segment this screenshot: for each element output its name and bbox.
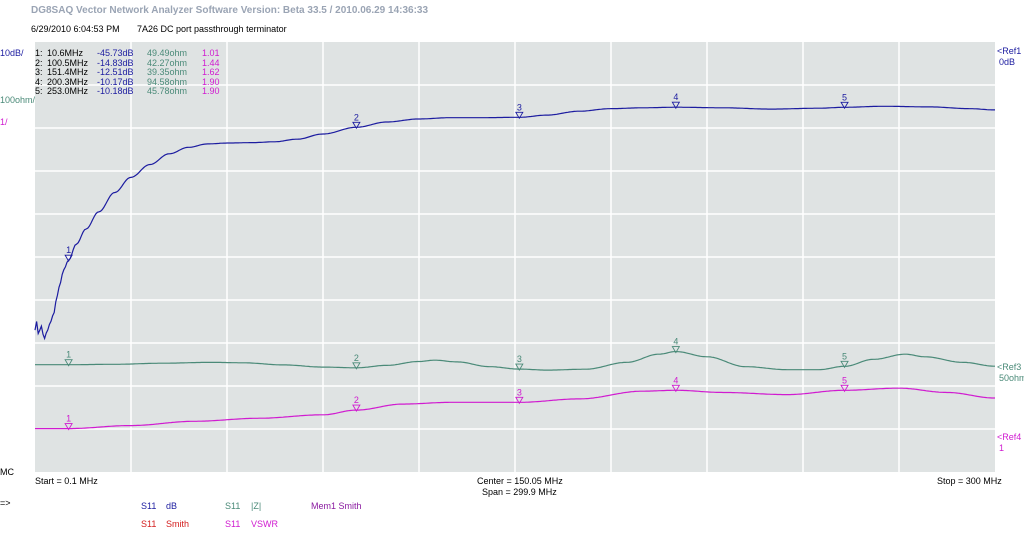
- trace-description: 7A26 DC port passthrough terminator: [137, 24, 287, 34]
- marker-label-1: 1: [66, 414, 71, 424]
- ref1-value: 0dB: [999, 57, 1016, 67]
- marker-table-db: -45.73dB: [97, 48, 134, 58]
- marker-label-4: 4: [673, 375, 678, 385]
- ref4-label[interactable]: <Ref4: [997, 432, 1022, 442]
- marker-table-vswr: 1.44: [202, 57, 220, 68]
- plot-grid: [35, 42, 995, 472]
- marker-triangle-1: [64, 254, 73, 263]
- marker-triangle-1: [64, 423, 73, 431]
- marker-label-5: 5: [842, 375, 847, 385]
- ref3-label[interactable]: <Ref3: [997, 362, 1022, 372]
- legend-s11-z-type[interactable]: |Z|: [251, 501, 262, 511]
- ohm-scale-label: 100ohm/: [0, 95, 36, 105]
- legend-s11-smith-param[interactable]: S11: [141, 519, 157, 529]
- marker-triangle-4: [671, 101, 681, 110]
- span-frequency: Span = 299.9 MHz: [482, 487, 557, 497]
- marker-table-vswr: 1.01: [202, 48, 220, 58]
- marker-label-1: 1: [66, 350, 71, 360]
- marker-table-vswr: 1.90: [202, 76, 220, 87]
- ref4-value: 1: [999, 443, 1005, 453]
- arrow-label: =>: [0, 498, 11, 508]
- marker-table-idx: 1:: [35, 48, 43, 58]
- legend-s11-z-param[interactable]: S11: [225, 501, 241, 511]
- stop-frequency: Stop = 300 MHz: [937, 476, 1002, 486]
- marker-label-3: 3: [517, 354, 522, 364]
- traces: [34, 105, 995, 430]
- start-frequency: Start = 0.1 MHz: [35, 476, 98, 486]
- marker-table-db: -14.83dB: [97, 57, 134, 68]
- marker-triangle-3: [515, 111, 524, 120]
- marker-label-3: 3: [517, 102, 522, 112]
- marker-triangle-5: [840, 384, 849, 393]
- marker-table-ohm: 42.27ohm: [147, 57, 188, 68]
- marker-label-2: 2: [354, 112, 359, 122]
- legend-s11-db-param[interactable]: S11: [141, 501, 157, 511]
- marker-triangle-4: [671, 346, 681, 354]
- ref3-value: 50ohm: [999, 373, 1024, 383]
- marker-table-freq: 200.3MHz: [47, 76, 89, 87]
- legend-s11-db-type[interactable]: dB: [166, 501, 178, 511]
- marker-table-ohm: 45.78ohm: [147, 86, 188, 96]
- trace-s11-db: [34, 105, 995, 341]
- marker-triangle-5: [840, 360, 849, 369]
- timestamp: 6/29/2010 6:04:53 PM: [31, 24, 120, 34]
- vswr-scale-label: 1/: [0, 117, 8, 127]
- trace-s11-z: [35, 351, 995, 371]
- marker-label-5: 5: [842, 351, 847, 361]
- marker-label-2: 2: [354, 353, 359, 363]
- legend-mem1-smith[interactable]: Mem1 Smith: [311, 501, 362, 511]
- marker-table-db: -12.51dB: [97, 67, 134, 77]
- marker-label-3: 3: [517, 387, 522, 397]
- marker-table-vswr: 1.62: [202, 67, 220, 77]
- marker-table-vswr: 1.90: [202, 86, 220, 96]
- marker-triangle-3: [515, 363, 524, 371]
- marker-table-ohm: 39.35ohm: [147, 67, 188, 77]
- marker-table-idx: 4:: [35, 76, 43, 87]
- marker-table-freq: 10.6MHz: [47, 48, 84, 58]
- marker-triangle-2: [352, 362, 361, 370]
- marker-table-freq: 100.5MHz: [47, 57, 89, 68]
- db-scale-label: 10dB/: [0, 48, 24, 58]
- marker-label-4: 4: [673, 92, 678, 102]
- marker-table-freq: 151.4MHz: [47, 67, 89, 77]
- center-frequency: Center = 150.05 MHz: [477, 476, 563, 486]
- legend-s11-vswr-type[interactable]: VSWR: [251, 519, 278, 529]
- marker-triangle-1: [64, 359, 73, 367]
- ref1-label[interactable]: <Ref1: [997, 46, 1022, 56]
- marker-triangle-3: [515, 396, 524, 405]
- trace-s11-vswr: [35, 387, 995, 430]
- marker-table-db: -10.17dB: [97, 76, 134, 87]
- app-title: DG8SAQ Vector Network Analyzer Software …: [31, 5, 429, 16]
- marker-label-4: 4: [673, 337, 678, 347]
- marker-table-freq: 253.0MHz: [47, 86, 89, 96]
- legend-s11-smith-type[interactable]: Smith: [166, 519, 190, 529]
- marker-table-idx: 3:: [35, 67, 43, 77]
- marker-table-idx: 5:: [35, 86, 43, 96]
- marker-table-ohm: 49.49ohm: [147, 48, 188, 58]
- marker-layer: 1 1 1 2 2 2 3 3 3 4 4 4 5 5 5: [64, 92, 849, 431]
- legend-s11-vswr-param[interactable]: S11: [225, 519, 241, 529]
- mc-label: MC: [0, 467, 14, 477]
- marker-label-1: 1: [66, 245, 71, 255]
- marker-label-2: 2: [354, 395, 359, 405]
- marker-triangle-5: [840, 101, 849, 110]
- marker-triangle-4: [671, 384, 681, 393]
- marker-triangle-2: [352, 404, 361, 412]
- marker-label-5: 5: [842, 92, 847, 102]
- marker-table-idx: 2:: [35, 57, 43, 68]
- marker-triangle-2: [352, 121, 361, 130]
- marker-table-ohm: 94.58ohm: [147, 76, 188, 87]
- marker-table-db: -10.18dB: [97, 86, 134, 96]
